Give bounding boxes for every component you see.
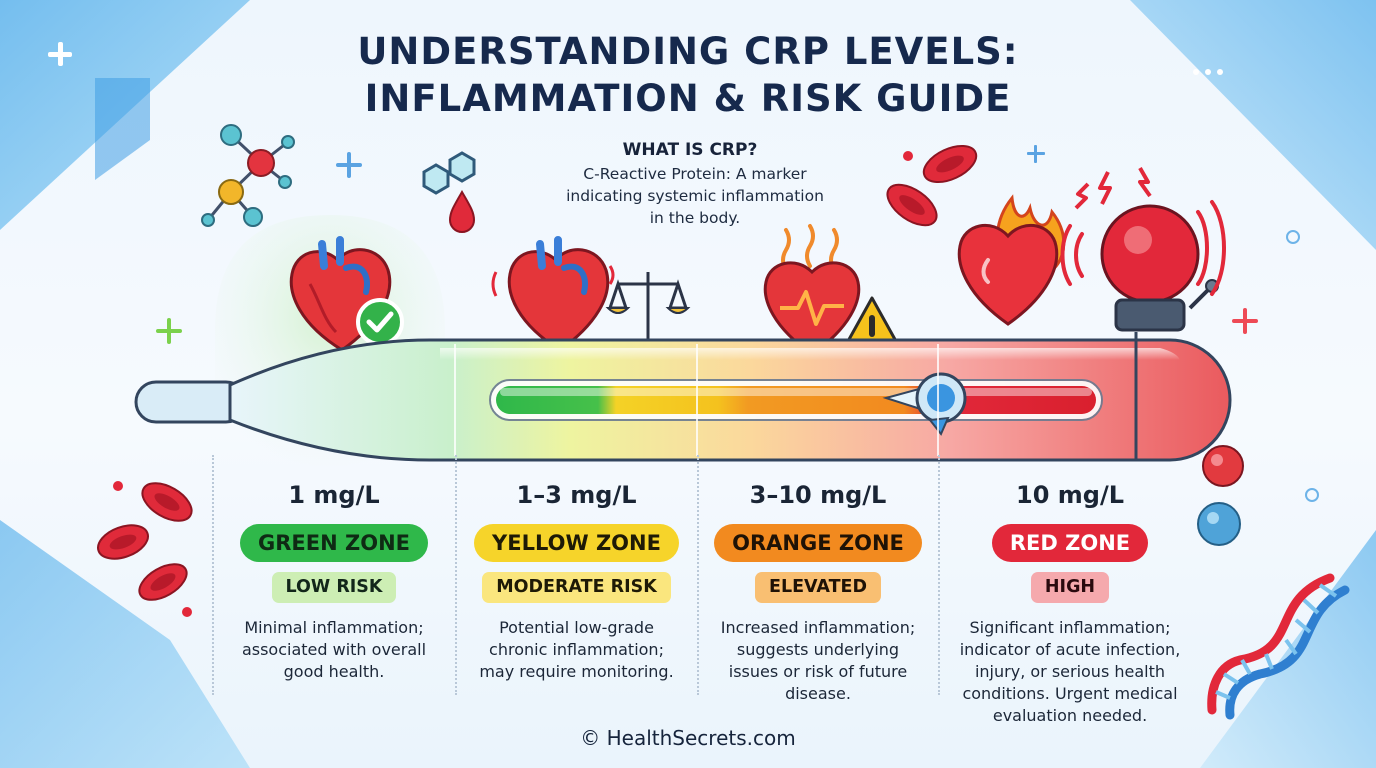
zone-divider xyxy=(212,455,214,695)
heart-alarm-icon xyxy=(957,167,1226,332)
title-line-1: UNDERSTANDING CRP LEVELS: xyxy=(357,30,1019,73)
zone-level: 1–3 mg/L xyxy=(516,481,637,509)
zone-badge: RED ZONE xyxy=(991,524,1149,562)
zone-divider xyxy=(938,455,940,695)
crp-thermometer-gauge xyxy=(134,332,1232,462)
zone-description-line: may require monitoring. xyxy=(479,662,674,681)
risk-badge: LOW RISK xyxy=(271,572,397,603)
healthy-heart-icon xyxy=(289,236,404,352)
zone-description-line: evaluation needed. xyxy=(992,706,1148,725)
zone-description-line: good health. xyxy=(283,662,385,681)
zone-description-line: associated with overall xyxy=(241,640,427,659)
what-is-crp-heading: WHAT IS CRP? xyxy=(622,140,758,160)
zone-description-line: indicator of acute infection, xyxy=(959,640,1181,659)
zone-description-line: suggests underlying xyxy=(736,640,900,659)
zone-level: 3–10 mg/L xyxy=(749,481,887,509)
dna-icon xyxy=(1207,573,1350,720)
zone-description: Significant inflammation; indicator of a… xyxy=(940,617,1200,727)
zone-badge: YELLOW ZONE xyxy=(474,524,679,562)
footer-copyright: © HealthSecrets.com xyxy=(580,726,796,750)
zone-badge: GREEN ZONE xyxy=(240,524,428,562)
gauge-pointer-icon xyxy=(882,372,967,436)
zone-description-line: chronic inflammation; xyxy=(489,640,664,659)
zone-description: Increased inflammation; suggests underly… xyxy=(699,617,937,705)
zone-column-yellow: 1–3 mg/L YELLOW ZONE MODERATE RISK Poten… xyxy=(457,478,696,683)
hexagon-drop-icon xyxy=(422,151,476,233)
zone-description-line: disease. xyxy=(785,684,851,703)
zone-divider xyxy=(455,455,457,695)
zone-description-line: Minimal inflammation; xyxy=(244,618,424,637)
title-line-2: INFLAMMATION & RISK GUIDE xyxy=(364,77,1012,120)
what-is-line-3: in the body. xyxy=(649,209,741,227)
zone-description: Minimal inflammation; associated with ov… xyxy=(214,617,454,683)
zone-description: Potential low-grade chronic inflammation… xyxy=(457,617,696,683)
zone-description-line: Potential low-grade xyxy=(499,618,654,637)
zone-description-line: Increased inflammation; xyxy=(720,618,916,637)
cell-sphere-icon xyxy=(1197,445,1244,546)
zone-description-line: Significant inflammation; xyxy=(969,618,1171,637)
what-is-line-1: C-Reactive Protein: A marker xyxy=(583,165,807,183)
zone-column-red: 10 mg/L RED ZONE HIGH Significant inflam… xyxy=(940,478,1200,727)
blood-cell-icon xyxy=(97,482,193,601)
zone-level: 1 mg/L xyxy=(288,481,380,509)
risk-badge: HIGH xyxy=(1030,572,1110,603)
zone-badge: ORANGE ZONE xyxy=(714,524,922,562)
zone-level: 10 mg/L xyxy=(1016,481,1124,509)
what-is-line-2: indicating systemic inflammation xyxy=(566,187,824,205)
page-title: UNDERSTANDING CRP LEVELS: INFLAMMATION &… xyxy=(0,28,1376,122)
risk-badge: ELEVATED xyxy=(754,572,882,603)
zone-description-line: injury, or serious health xyxy=(974,662,1166,681)
zone-column-orange: 3–10 mg/L ORANGE ZONE ELEVATED Increased… xyxy=(699,478,937,705)
zone-column-green: 1 mg/L GREEN ZONE LOW RISK Minimal infla… xyxy=(214,478,454,683)
blood-cell-icon xyxy=(886,144,978,227)
zone-divider xyxy=(697,455,699,695)
zone-description-line: conditions. Urgent medical xyxy=(962,684,1178,703)
risk-badge: MODERATE RISK xyxy=(482,572,671,603)
zone-description-line: issues or risk of future xyxy=(728,662,908,681)
heart-with-scale-icon xyxy=(491,236,691,352)
what-is-crp-description: C-Reactive Protein: A marker indicating … xyxy=(530,163,860,229)
molecule-icon xyxy=(201,124,295,227)
